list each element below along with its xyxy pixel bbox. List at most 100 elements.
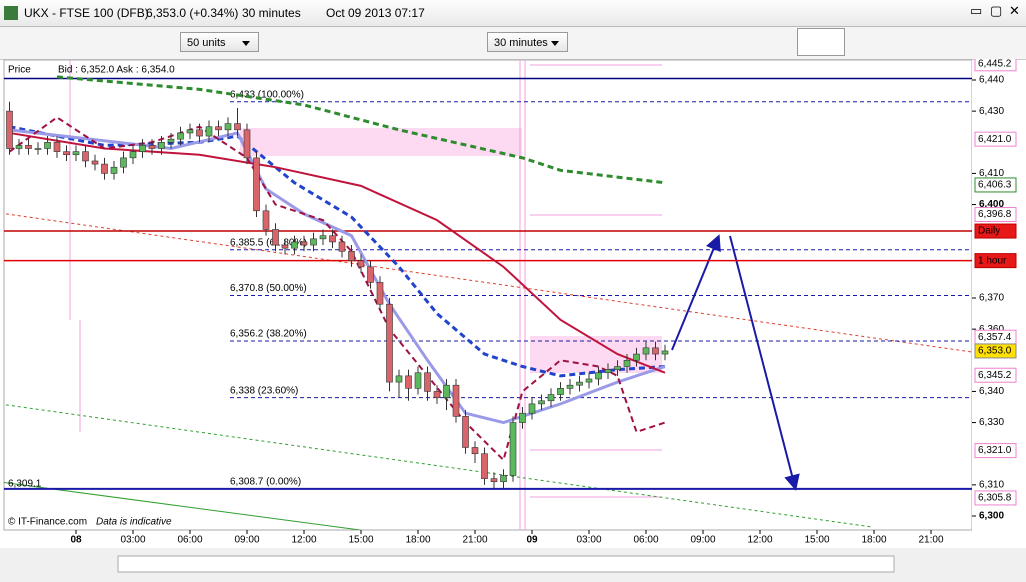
fib-label: 6,308.7 (0.00%) — [230, 477, 301, 488]
y-tick-label: 6,400 — [979, 199, 1004, 210]
price-tag-label: 6,305.8 — [978, 493, 1012, 504]
price-tag-label: 6,445.2 — [978, 59, 1012, 69]
x-tick-label: 08 — [70, 535, 82, 546]
candle-body — [319, 235, 327, 240]
candle-body — [72, 151, 80, 156]
price-tag — [974, 207, 1017, 223]
candle-body — [652, 347, 659, 355]
x-tick-label: 15:00 — [804, 535, 829, 546]
x-tick-label: 15:00 — [348, 535, 373, 546]
candle-body — [395, 375, 403, 383]
fib-label: 6,385.5 (61.80%) — [230, 237, 307, 248]
candle-body — [6, 110, 13, 149]
y-tick-label: 6,370 — [979, 293, 1004, 304]
candle-body — [91, 160, 99, 165]
price-tag — [974, 443, 1017, 459]
x-tick-label: 21:00 — [462, 535, 487, 546]
fib-label: 6,370.8 (50.00%) — [230, 283, 307, 294]
candle-body — [167, 138, 175, 143]
candle-body — [557, 388, 564, 395]
candle-body — [224, 123, 232, 131]
candle-body — [110, 166, 118, 174]
candle-body — [604, 369, 612, 374]
candle-body — [262, 210, 270, 230]
price-tag — [974, 223, 1017, 239]
price-tag-label: 6,321.0 — [978, 445, 1012, 456]
candle-body — [253, 157, 260, 212]
zone — [240, 128, 522, 156]
close[interactable]: ✕ — [1009, 3, 1020, 18]
price-tag — [974, 253, 1017, 269]
candle-body — [462, 416, 469, 448]
y-tick-label: 6,300 — [979, 511, 1004, 522]
copyright: © IT-Finance.com — [8, 517, 87, 528]
price-tag — [974, 131, 1017, 147]
candle-body — [186, 129, 194, 134]
price-tag-label: Daily — [978, 226, 1000, 237]
candle-body — [44, 141, 51, 149]
candle-body — [367, 266, 374, 283]
trend-line — [4, 213, 972, 353]
candle-body — [585, 378, 593, 383]
bid-ask: Bid : 6,352.0 Ask : 6,354.0 — [58, 65, 175, 76]
x-tick-label: 09 — [526, 535, 538, 546]
fib-label: 6,433 (100.00%) — [230, 89, 304, 100]
trend-line — [4, 482, 361, 530]
candle-body — [414, 372, 422, 389]
x-tick-label: 06:00 — [633, 535, 658, 546]
y-tick-label: 6,360 — [979, 324, 1004, 335]
candle-body — [500, 475, 507, 483]
candle-body — [614, 366, 621, 370]
price-tag-label: 6,396.8 — [978, 209, 1012, 220]
y-tick-label: 6,430 — [979, 106, 1004, 117]
candle-body — [357, 260, 365, 268]
candle-body — [34, 148, 42, 150]
candle-body — [376, 282, 384, 305]
level-label: 6,309.1 — [8, 478, 42, 489]
x-tick-label: 12:00 — [747, 535, 772, 546]
minimize[interactable]: ▭ — [970, 3, 983, 18]
candle-body — [547, 394, 555, 402]
y-tick-label: 6,330 — [979, 417, 1004, 428]
price-tag-label: 6,345.2 — [978, 370, 1012, 381]
candle-body — [300, 241, 308, 246]
period-dropdown[interactable]: 30 minutes — [487, 32, 568, 52]
maximize[interactable]: ▢ — [990, 3, 1003, 18]
candle-body — [348, 250, 355, 261]
candle-body — [196, 129, 203, 137]
candle-body — [528, 403, 536, 414]
candle-body — [82, 151, 89, 162]
quote: 6,353.0 (+0.34%) — [146, 6, 239, 20]
toolbar: 50 units 30 minutes — [0, 27, 1026, 60]
price-tag — [974, 367, 1017, 383]
price-tag-label: 1 hour — [978, 255, 1007, 266]
candle-body — [386, 303, 393, 383]
candle-body — [566, 384, 574, 389]
envelope — [69, 60, 662, 530]
y-tick-label: 6,310 — [979, 479, 1004, 490]
moving-average — [56, 75, 666, 185]
price-tag — [974, 343, 1017, 359]
arrow — [729, 235, 800, 491]
x-tick-label: 03:00 — [120, 535, 145, 546]
candle-body — [205, 126, 213, 137]
candle-body — [310, 238, 317, 246]
candle-body — [272, 229, 279, 246]
scrollbar[interactable] — [117, 555, 895, 573]
indicator-button[interactable] — [797, 28, 845, 56]
candle-body — [623, 359, 631, 367]
candle-body — [576, 381, 583, 386]
units-dropdown[interactable]: 50 units — [180, 32, 259, 52]
candle-body — [443, 384, 450, 398]
price-label: Price — [8, 65, 31, 76]
data-note: Data is indicative — [96, 517, 172, 528]
y-tick-label: 6,410 — [979, 168, 1004, 179]
candle-body — [538, 400, 545, 405]
price-tag — [974, 59, 1017, 72]
candle-body — [120, 157, 127, 168]
chart: 6,433 (100.00%) 6,385.5 (61.80%) 6,370.8 (… — [0, 59, 1026, 582]
x-tick-label: 18:00 — [405, 535, 430, 546]
x-tick-label: 06:00 — [177, 535, 202, 546]
candle-body — [519, 412, 526, 423]
